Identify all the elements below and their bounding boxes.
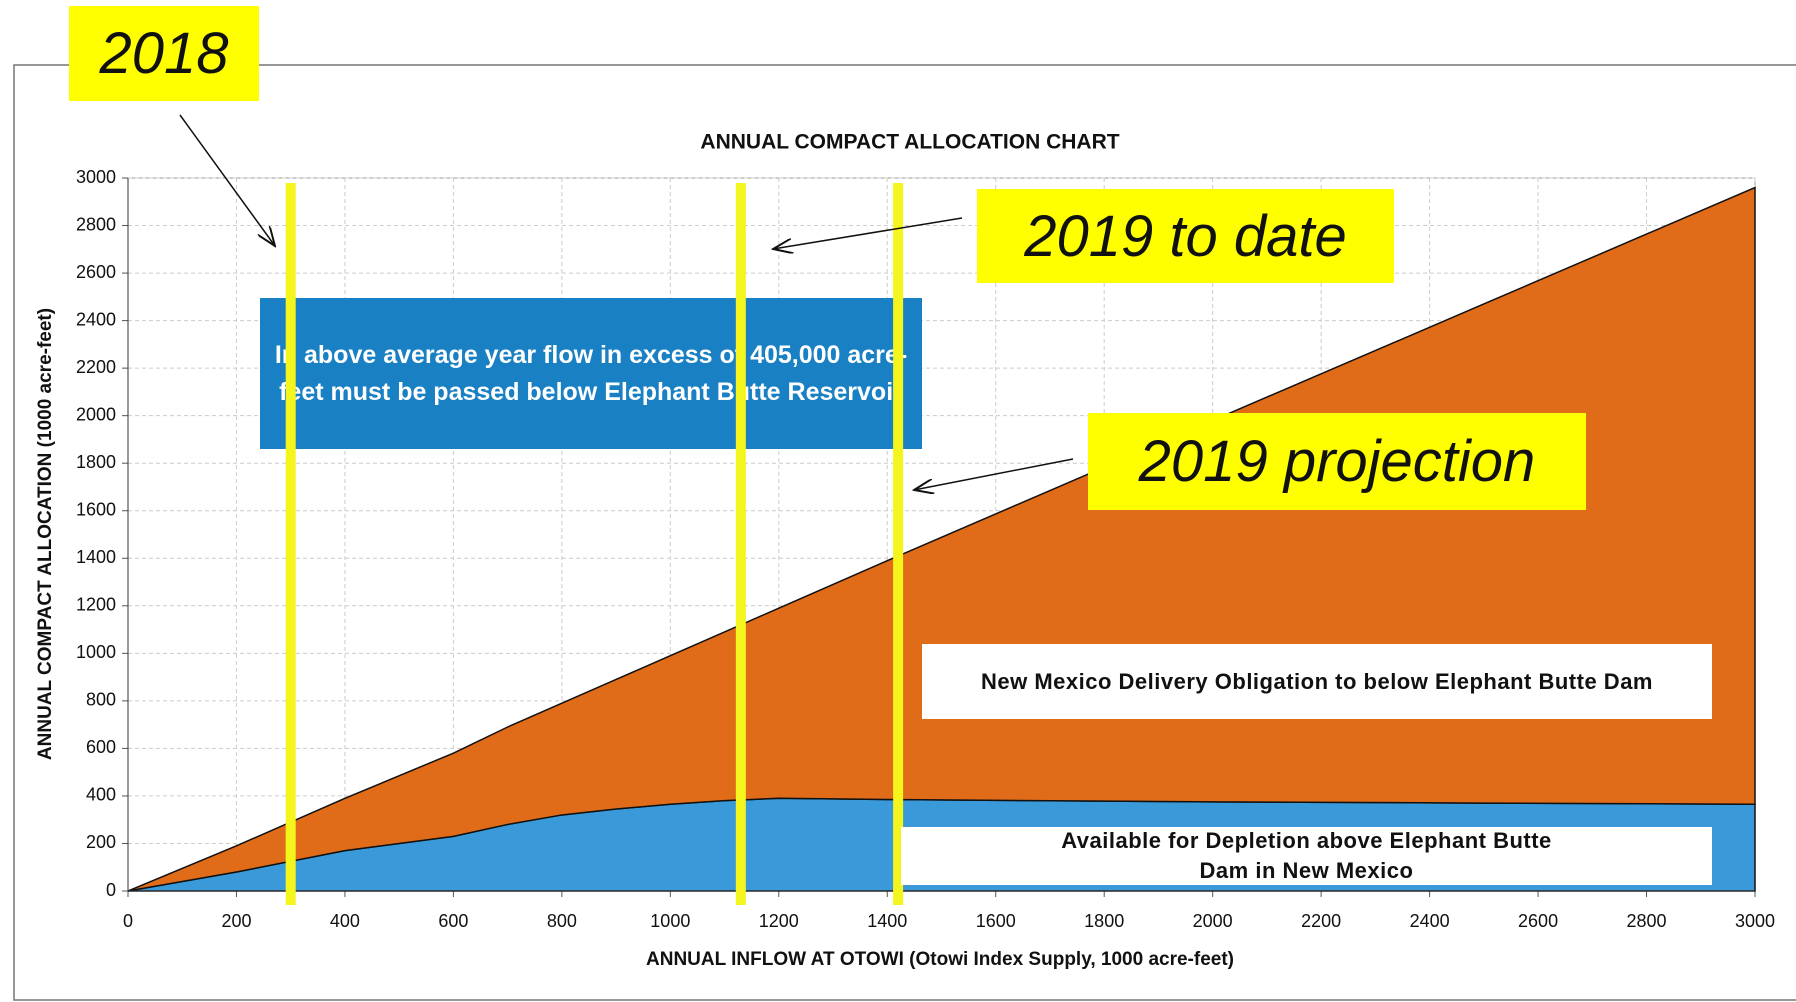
x-tick-label: 2000 — [1193, 911, 1233, 931]
x-tick-label: 0 — [123, 911, 133, 931]
series-label: New Mexico Delivery Obligation to below … — [922, 644, 1712, 719]
y-tick-label: 2000 — [76, 404, 116, 424]
frame — [13, 64, 1796, 1001]
series-label: Available for Depletion above Elephant B… — [901, 827, 1712, 885]
x-tick-label: 600 — [438, 911, 468, 931]
chart-title: ANNUAL COMPACT ALLOCATION CHART — [700, 131, 1119, 154]
x-tick-label: 1600 — [976, 911, 1016, 931]
note: In above average year flow in excess of … — [260, 298, 922, 449]
x-axis-label: ANNUAL INFLOW AT OTOWI (Otowi Index Supp… — [646, 949, 1234, 970]
y-tick-label: 2800 — [76, 214, 116, 234]
x-tick-label: 200 — [221, 911, 251, 931]
y-tick-label: 400 — [86, 785, 116, 805]
y-tick-label: 3000 — [76, 167, 116, 187]
y-tick-label: 0 — [106, 880, 116, 900]
marker-label: 2019 to date — [977, 189, 1394, 283]
x-tick-label: 800 — [547, 911, 577, 931]
y-tick-label: 2600 — [76, 262, 116, 282]
y-axis-label: ANNUAL COMPACT ALLOCATION (1000 acre-fee… — [35, 308, 56, 760]
y-tick-label: 200 — [86, 832, 116, 852]
y-tick-label: 1600 — [76, 499, 116, 519]
x-tick-label: 400 — [330, 911, 360, 931]
x-tick-label: 1200 — [759, 911, 799, 931]
x-tick-label: 3000 — [1735, 911, 1775, 931]
marker-label: 2018 — [69, 6, 259, 101]
x-tick-label: 1000 — [650, 911, 690, 931]
x-tick-label: 1800 — [1084, 911, 1124, 931]
x-tick-label: 2800 — [1627, 911, 1667, 931]
y-tick-label: 1200 — [76, 595, 116, 615]
y-tick-label: 800 — [86, 690, 116, 710]
y-tick-label: 1400 — [76, 547, 116, 567]
y-tick-label: 600 — [86, 737, 116, 757]
y-tick-label: 2400 — [76, 309, 116, 329]
x-tick-label: 2600 — [1518, 911, 1558, 931]
y-tick-label: 1000 — [76, 642, 116, 662]
x-tick-label: 2200 — [1301, 911, 1341, 931]
x-tick-label: 1400 — [867, 911, 907, 931]
x-tick-label: 2400 — [1410, 911, 1450, 931]
marker-label: 2019 projection — [1088, 413, 1586, 510]
y-tick-label: 2200 — [76, 357, 116, 377]
y-tick-label: 1800 — [76, 452, 116, 472]
